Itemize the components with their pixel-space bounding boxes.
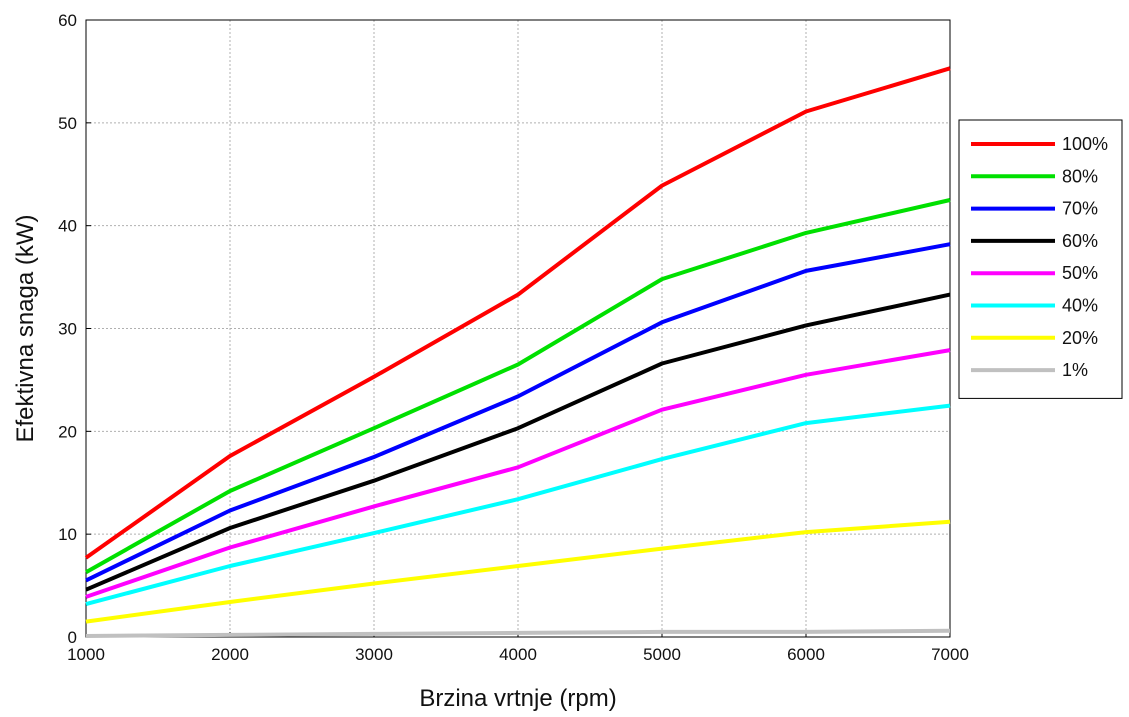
x-tick-label: 6000: [787, 645, 825, 664]
series-line-100pct: [84, 66, 951, 560]
legend-label: 50%: [1062, 263, 1098, 283]
series-line-50pct: [85, 348, 951, 599]
x-tick-label: 4000: [499, 645, 537, 664]
x-tick-label: 5000: [643, 645, 681, 664]
axis-ticks: 1000 2000 3000 4000 5000 6000 7000 0 10 20 30 40 50 6…: [58, 11, 969, 664]
y-tick-label: 0: [68, 628, 77, 647]
y-tick-label: 50: [58, 114, 77, 133]
legend-label: 20%: [1062, 328, 1098, 348]
series-lines: [84, 66, 951, 638]
y-tick-label: 20: [58, 422, 77, 441]
y-tick-label: 30: [58, 320, 77, 339]
series-line-1pct: [85, 628, 951, 638]
y-axis-title: Efektivna snaga (kW): [12, 214, 39, 442]
legend-label: 80%: [1062, 166, 1098, 186]
legend-label: 100%: [1062, 134, 1108, 154]
series-line-40pct: [85, 403, 951, 607]
grid: [86, 20, 950, 637]
legend-label: 60%: [1062, 231, 1098, 251]
x-tick-label: 1000: [67, 645, 105, 664]
legend-label: 1%: [1062, 360, 1088, 380]
x-tick-label: 7000: [931, 645, 969, 664]
y-tick-label: 40: [58, 217, 77, 236]
series-line-80pct: [85, 198, 951, 574]
series-line-20pct: [85, 519, 951, 624]
legend: 100% 80% 70% 60% 50% 40% 20% 1%: [958, 119, 1123, 399]
legend-label: 40%: [1062, 296, 1098, 316]
x-tick-label: 2000: [211, 645, 249, 664]
legend-label: 70%: [1062, 199, 1098, 219]
series-line-70pct: [85, 242, 951, 583]
legend-box: [958, 119, 1123, 399]
y-tick-label: 10: [58, 525, 77, 544]
x-tick-label: 3000: [355, 645, 393, 664]
series-line-60pct: [85, 292, 951, 592]
x-axis-title: Brzina vrtnje (rpm): [419, 685, 616, 712]
y-tick-label: 60: [58, 11, 77, 30]
